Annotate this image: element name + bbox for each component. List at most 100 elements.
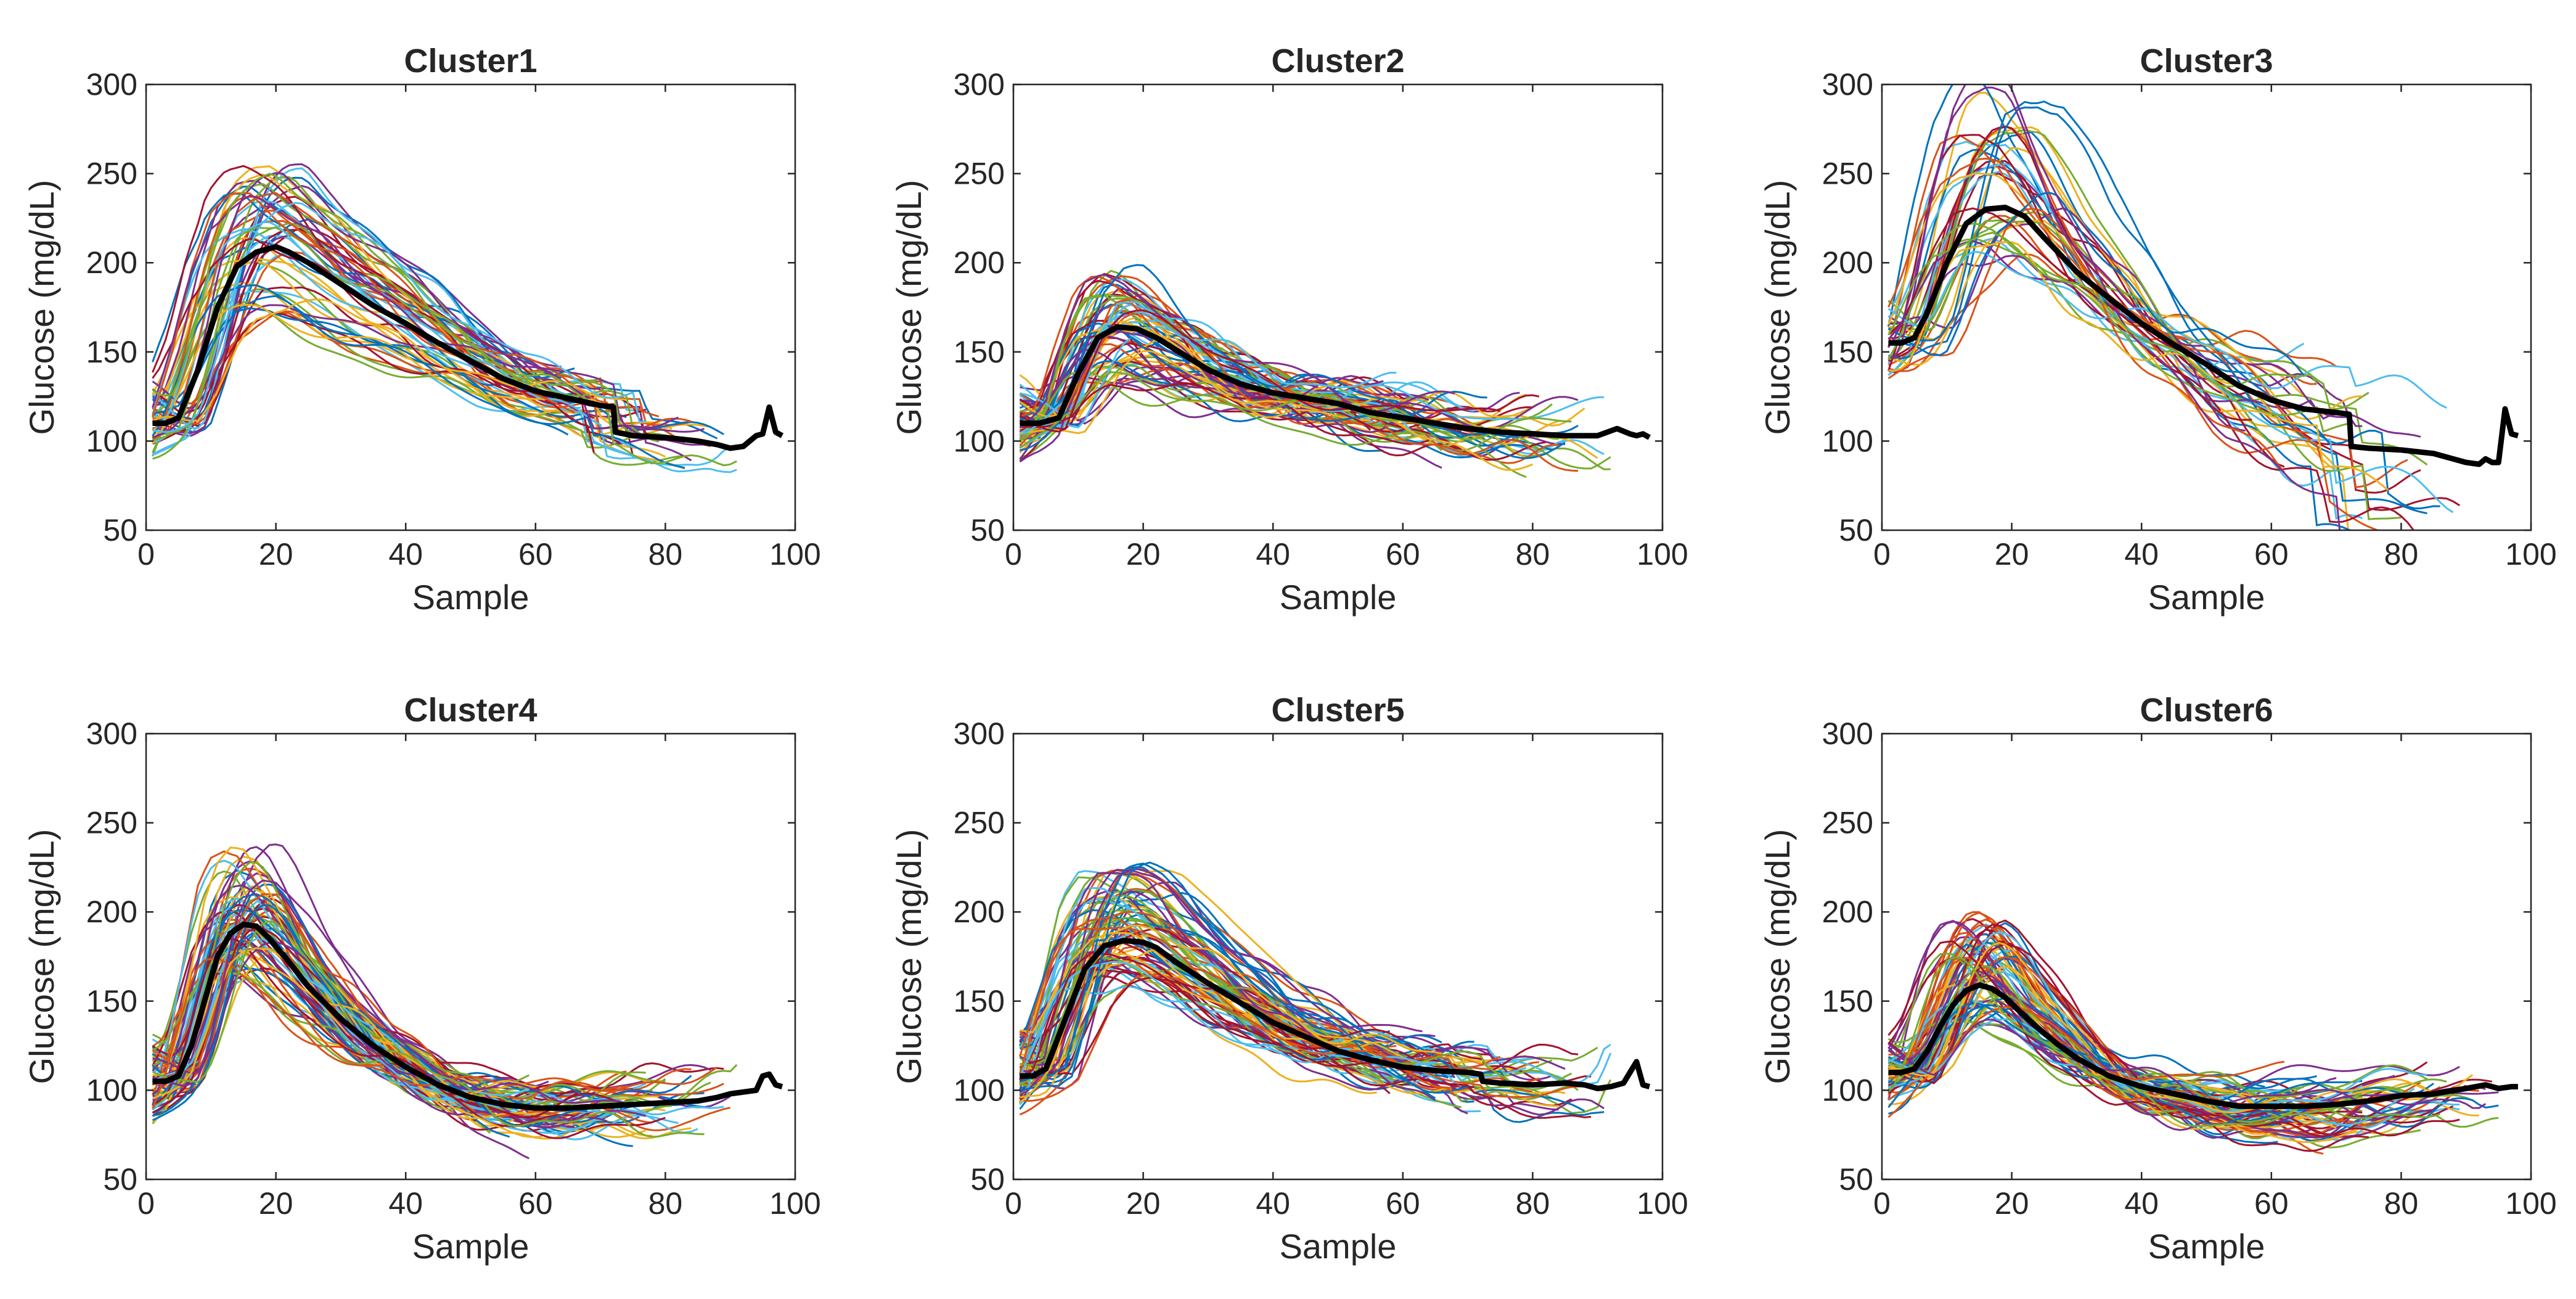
x-axis-label: Sample xyxy=(412,1227,530,1266)
series-line xyxy=(152,202,647,433)
y-tick-label: 250 xyxy=(1822,806,1873,840)
series-line xyxy=(152,298,627,422)
series-line xyxy=(1020,383,1429,445)
series-line xyxy=(1020,264,1520,451)
series-line xyxy=(1888,241,2272,413)
chart-panel-5: 0 20 40 60 80 100 50 100 150 200 250 300 Cluster5 Sam… xyxy=(889,692,1688,1266)
x-tick-label: 60 xyxy=(518,1186,553,1221)
y-tick-label: 200 xyxy=(1822,895,1873,929)
series-line xyxy=(1020,911,1605,1098)
series-line xyxy=(1887,250,2447,409)
x-tick-label: 40 xyxy=(1256,1186,1290,1221)
y-tick-label: 100 xyxy=(1822,1073,1873,1107)
x-tick-label: 0 xyxy=(137,1186,155,1221)
series-line xyxy=(1887,238,2370,410)
series-line xyxy=(152,846,542,1138)
x-axis-label: Sample xyxy=(1280,578,1397,617)
chart-title: Cluster6 xyxy=(2140,692,2273,729)
x-axis-label: Sample xyxy=(2148,1227,2265,1266)
axes-box xyxy=(1881,732,2532,1181)
series-line xyxy=(152,226,660,442)
series-line xyxy=(1019,961,1462,1088)
chart-panel-1: 0 20 40 60 80 100 50 100 150 200 250 300 Cluster1 Sam… xyxy=(22,43,821,617)
x-tick-label: 20 xyxy=(1995,1186,2029,1221)
y-tick-label: 200 xyxy=(954,245,1005,280)
series-line xyxy=(152,173,737,467)
axes-box xyxy=(1881,83,2532,531)
series-line xyxy=(152,920,705,1138)
x-tick-label: 80 xyxy=(1516,537,1550,572)
series-line xyxy=(152,313,647,418)
x-tick-label: 100 xyxy=(769,1186,820,1221)
y-tick-label: 150 xyxy=(1822,335,1873,369)
series-line xyxy=(152,940,647,1129)
y-tick-label: 300 xyxy=(1822,67,1873,102)
y-tick-label: 300 xyxy=(954,716,1005,751)
series-line xyxy=(1887,129,2402,520)
x-tick-label: 0 xyxy=(137,537,155,572)
series-line xyxy=(1888,192,2305,376)
y-tick-label: 250 xyxy=(954,806,1005,840)
y-tick-label: 150 xyxy=(954,335,1005,369)
x-tick-label: 60 xyxy=(1386,537,1420,572)
series-line xyxy=(152,846,731,1126)
y-tick-label: 250 xyxy=(1822,157,1873,191)
trace-group xyxy=(152,163,784,473)
series-line xyxy=(152,879,620,1104)
series-line xyxy=(1020,861,1436,1099)
y-tick-label: 150 xyxy=(954,984,1005,1018)
trace-group xyxy=(1887,911,2518,1155)
series-line xyxy=(1019,273,1455,428)
series-line xyxy=(1888,941,2278,1114)
series-line xyxy=(1887,207,2252,421)
y-tick-label: 100 xyxy=(954,424,1005,458)
series-line xyxy=(1887,956,2370,1134)
mean-line xyxy=(1888,982,2518,1109)
axes-box xyxy=(145,83,796,531)
y-tick-label: 100 xyxy=(1822,424,1873,458)
x-tick-label: 60 xyxy=(2254,537,2289,572)
series-line xyxy=(1887,100,2331,445)
series-line xyxy=(152,237,595,453)
chart-title: Cluster2 xyxy=(1271,43,1404,80)
series-line xyxy=(1888,141,2363,520)
series-line xyxy=(1019,869,1559,1107)
series-line xyxy=(152,195,602,433)
x-tick-label: 40 xyxy=(388,537,423,572)
series-line xyxy=(152,947,536,1099)
series-line xyxy=(152,938,659,1118)
series-line xyxy=(1887,956,2441,1128)
x-tick-label: 60 xyxy=(2254,1186,2289,1221)
trace-group xyxy=(1887,84,2519,530)
chart-panel-6: 0 20 40 60 80 100 50 100 150 200 250 300 Cluster6 Sam… xyxy=(1758,692,2557,1266)
y-axis-label: Glucose (mg/dL) xyxy=(22,180,61,435)
series-line xyxy=(1019,342,1546,461)
series-line xyxy=(1019,337,1585,427)
series-line xyxy=(1020,938,1585,1112)
y-tick-label: 50 xyxy=(103,513,137,547)
x-tick-label: 0 xyxy=(1873,1186,1891,1221)
mean-line xyxy=(1020,324,1651,440)
y-axis-label: Glucose (mg/dL) xyxy=(889,180,928,435)
series-line xyxy=(1888,207,2350,419)
series-line xyxy=(1019,309,1501,433)
y-tick-label: 200 xyxy=(1822,245,1873,280)
x-tick-label: 60 xyxy=(1386,1186,1420,1221)
y-tick-label: 50 xyxy=(103,1162,137,1197)
x-tick-label: 80 xyxy=(1516,1186,1550,1221)
y-axis-label: Glucose (mg/dL) xyxy=(889,829,928,1084)
series-line xyxy=(1887,940,2460,1137)
x-tick-label: 80 xyxy=(648,1186,683,1221)
y-tick-label: 250 xyxy=(86,157,137,191)
series-line xyxy=(152,967,705,1123)
series-line xyxy=(1019,293,1540,462)
x-tick-label: 80 xyxy=(2384,1186,2419,1221)
mean-line xyxy=(1888,205,2519,467)
y-axis-label: Glucose (mg/dL) xyxy=(1758,180,1797,435)
x-tick-label: 40 xyxy=(2124,537,2159,572)
series-line xyxy=(152,173,562,402)
y-tick-label: 300 xyxy=(1822,716,1873,751)
chart-title: Cluster1 xyxy=(404,43,537,80)
y-axis-label: Glucose (mg/dL) xyxy=(22,829,61,1084)
x-tick-label: 0 xyxy=(1873,537,1891,572)
